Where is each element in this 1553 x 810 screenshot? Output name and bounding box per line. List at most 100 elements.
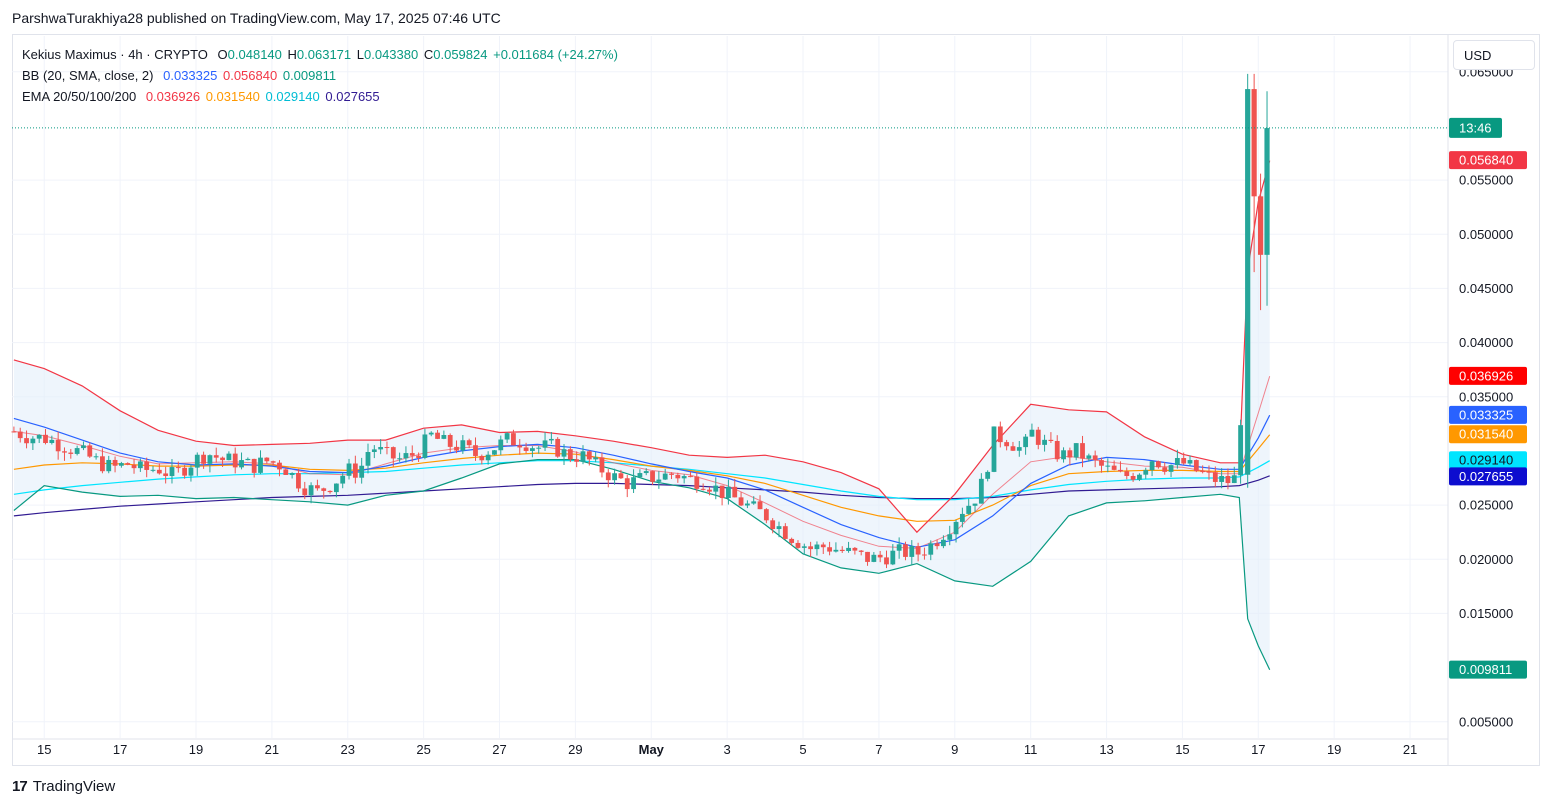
x-tick-label: 19	[189, 742, 203, 757]
candle-body	[327, 490, 333, 493]
last-price-tag-bg	[1449, 117, 1502, 138]
candle-body	[827, 547, 832, 552]
candle-body	[315, 485, 320, 489]
candle-body	[277, 462, 282, 470]
candle-body	[991, 426, 997, 472]
chart-frame[interactable]	[12, 34, 1540, 766]
price-tag: 0.036926	[1459, 368, 1513, 383]
tradingview-logo[interactable]: 17 TradingView	[12, 778, 115, 795]
candle-body	[1029, 429, 1035, 437]
candle-body	[182, 467, 188, 476]
candle-body	[1225, 475, 1231, 484]
candle-body	[24, 438, 29, 444]
price-tag: 0.027655	[1459, 469, 1513, 484]
candle-body	[1143, 470, 1149, 475]
candle-body	[384, 447, 390, 449]
candle-body	[118, 463, 124, 466]
candle-body	[81, 445, 86, 449]
candle-body	[201, 454, 206, 464]
candle-body	[1124, 471, 1130, 477]
candle-body	[820, 544, 826, 548]
legend-symbol-row[interactable]: Kekius Maximus · 4h · CRYPTO O0.048140 H…	[22, 44, 620, 65]
candle-body	[137, 461, 143, 469]
candle-body	[1257, 196, 1264, 255]
candle-body	[972, 503, 978, 506]
candle-body	[1054, 440, 1060, 460]
candle-body	[751, 501, 757, 504]
candle-body	[896, 544, 902, 551]
candle-body	[669, 473, 674, 475]
candle-body	[871, 554, 877, 562]
candle-body	[922, 554, 927, 556]
candle-body	[409, 453, 415, 456]
candle-body	[163, 473, 169, 477]
candle-body	[371, 449, 377, 452]
candle-body	[858, 550, 864, 552]
x-tick-label: May	[639, 742, 665, 757]
candle-body	[567, 449, 573, 460]
candle-body	[1174, 458, 1180, 466]
candle-body	[239, 460, 244, 468]
ema50-value: 0.031540	[205, 89, 260, 104]
bb-lower-line	[13, 459, 1271, 671]
candle-body	[529, 448, 535, 451]
candle-body	[770, 520, 776, 530]
candle-body	[112, 459, 118, 466]
candle-body	[656, 479, 662, 482]
y-tick-label: 0.045000	[1459, 281, 1513, 296]
candle-body	[1212, 472, 1218, 482]
candle-body	[321, 488, 327, 491]
candle-body	[555, 438, 561, 457]
candle-body	[624, 478, 630, 490]
candle-body	[232, 453, 238, 468]
y-tick-label: 0.015000	[1459, 606, 1513, 621]
candle-body	[738, 497, 744, 506]
candle-body	[49, 439, 55, 444]
currency-button[interactable]: USD	[1453, 40, 1535, 70]
legend-ema-row[interactable]: EMA 20/50/100/200 0.036926 0.031540 0.02…	[22, 86, 620, 107]
x-tick-label: 29	[568, 742, 582, 757]
candle-body	[289, 473, 295, 475]
candle-body	[580, 451, 586, 462]
candle-body	[1219, 475, 1225, 482]
candle-body	[1130, 476, 1136, 480]
legend-bb-row[interactable]: BB (20, SMA, close, 2) 0.033325 0.056840…	[22, 65, 620, 86]
candle-body	[865, 551, 870, 562]
price-tag-bg	[1449, 451, 1527, 470]
candle-body	[707, 489, 712, 492]
candle-body	[498, 439, 504, 451]
price-axis: 0.0650000.0550000.0500000.0450000.040000…	[1447, 35, 1513, 765]
candle-body	[1061, 450, 1066, 460]
candle-body	[694, 476, 700, 489]
x-tick-label: 21	[1403, 742, 1417, 757]
candle-body	[605, 472, 611, 481]
candle-body	[631, 477, 636, 490]
candle-body	[270, 461, 276, 463]
candle-body	[131, 464, 137, 469]
candle-body	[213, 455, 219, 458]
candle-body	[1238, 425, 1243, 476]
close-value: 0.059824	[433, 47, 488, 62]
price-tag-bg	[1449, 660, 1527, 679]
candles	[11, 73, 1270, 569]
candle-body	[719, 485, 725, 499]
x-tick-label: 21	[265, 742, 279, 757]
candle-body	[435, 432, 440, 439]
candle-body	[542, 440, 548, 448]
candle-body	[390, 447, 396, 459]
x-tick-label: 13	[1099, 742, 1113, 757]
candle-body	[593, 457, 599, 460]
candle-body	[681, 476, 687, 479]
candle-body	[1181, 458, 1187, 464]
candle-body	[428, 432, 434, 435]
candle-body	[1080, 443, 1085, 459]
x-tick-label: 15	[37, 742, 51, 757]
candle-body	[447, 435, 453, 447]
bb-lower-value: 0.009811	[282, 68, 337, 83]
price-tag: 0.031540	[1459, 427, 1513, 442]
candle-body	[643, 471, 649, 474]
candle-body	[776, 526, 782, 530]
candle-body	[561, 449, 567, 457]
candle-body	[346, 463, 352, 476]
